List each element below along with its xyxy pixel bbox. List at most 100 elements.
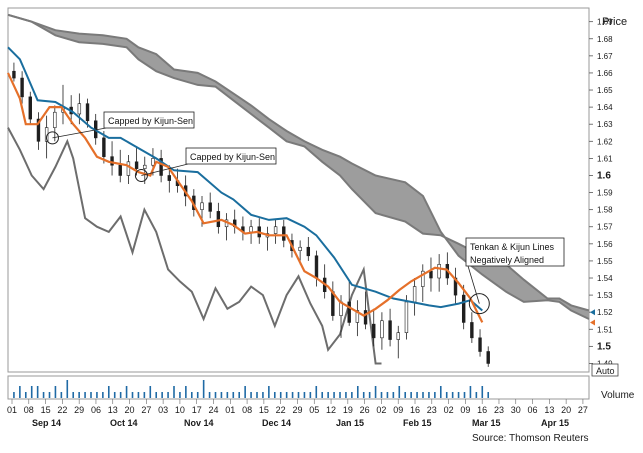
- candle-body: [249, 226, 253, 233]
- price-tick-label: 1.59: [597, 189, 613, 198]
- time-tick-label: 06: [91, 405, 101, 415]
- volume-bar: [445, 392, 448, 398]
- volume-bar: [220, 392, 223, 398]
- volume-bar: [232, 392, 235, 398]
- time-tick-label: 01: [7, 405, 17, 415]
- time-tick-label: 09: [393, 405, 403, 415]
- candle-body: [363, 310, 368, 325]
- volume-bar: [54, 386, 57, 398]
- volume-bar: [297, 392, 300, 398]
- volume-bar: [475, 392, 478, 398]
- price-axis-title: Price: [602, 16, 627, 28]
- volume-bar: [439, 386, 442, 398]
- volume-bar: [202, 380, 205, 398]
- volume-bar: [392, 392, 395, 398]
- price-tick-label: 1.69: [597, 18, 613, 27]
- time-tick-label: 19: [343, 405, 353, 415]
- annotation-text: Tenkan & Kijun Lines: [470, 242, 555, 252]
- candle: [28, 91, 32, 125]
- volume-bar: [36, 386, 39, 398]
- candle-body: [12, 70, 16, 79]
- volume-bar: [143, 392, 146, 398]
- volume-bar: [457, 392, 460, 398]
- volume-bar: [321, 392, 324, 398]
- price-tick-label: 1.52: [597, 308, 613, 317]
- annotation-leader: [141, 163, 189, 176]
- time-tick-label: 13: [544, 405, 554, 415]
- price-tick-label: 1.57: [597, 223, 613, 232]
- time-tick-label: 23: [427, 405, 437, 415]
- candle-body: [372, 323, 376, 339]
- candle-body: [355, 310, 360, 323]
- auto-scale-label[interactable]: Auto: [596, 366, 615, 376]
- volume-bar: [250, 392, 252, 398]
- price-tick-label: 1.66: [597, 69, 613, 78]
- volume-bar: [13, 392, 15, 398]
- time-tick-label: 03: [158, 405, 168, 415]
- candle-body: [273, 226, 278, 234]
- candle-body: [396, 332, 400, 340]
- volume-bar: [179, 392, 181, 398]
- month-label: Apr 15: [541, 418, 569, 428]
- volume-bar: [434, 392, 436, 398]
- candle: [208, 192, 212, 219]
- candle: [421, 264, 425, 302]
- volume-bar: [351, 392, 353, 398]
- time-tick-label: 27: [578, 405, 588, 415]
- last-value-marker: [590, 319, 595, 326]
- candle-body: [53, 111, 57, 128]
- time-tick-label: 30: [511, 405, 521, 415]
- price-tick-label: 1.68: [597, 35, 613, 44]
- volume-bar: [167, 392, 169, 398]
- annotation-box: [185, 147, 277, 165]
- series-senkou-span-b: [7, 13, 590, 320]
- price-tick-label: 1.58: [597, 206, 613, 215]
- candle: [355, 300, 360, 337]
- volume-bar: [119, 392, 122, 398]
- time-tick-label: 20: [125, 405, 135, 415]
- volume-bar: [173, 386, 175, 398]
- volume-bar: [190, 392, 193, 398]
- month-label: Mar 15: [472, 418, 501, 428]
- price-tick-label: 1.65: [597, 86, 613, 95]
- candle-body: [388, 320, 392, 340]
- annotation-marker: [45, 131, 59, 145]
- candle-body: [470, 322, 474, 339]
- candle: [461, 284, 466, 330]
- volume-bar: [90, 392, 92, 398]
- candle-body: [429, 270, 433, 279]
- volume-bar: [268, 386, 270, 398]
- annotation-text: Capped by Kijun-Sen: [108, 116, 193, 126]
- volume-bar: [463, 392, 466, 398]
- volume-bar: [356, 386, 359, 398]
- price-tick-label: 1.67: [597, 52, 613, 61]
- time-tick-label: 29: [74, 405, 84, 415]
- candle: [77, 93, 82, 125]
- time-tick-label: 06: [528, 405, 538, 415]
- month-label: Jan 15: [336, 418, 364, 428]
- time-tick-label: 22: [276, 405, 286, 415]
- candle-body: [380, 320, 384, 339]
- volume-bar: [416, 392, 418, 398]
- series-kijun-sen: [7, 46, 483, 312]
- auto-scale-button[interactable]: [591, 363, 619, 377]
- volume-bar: [291, 392, 294, 398]
- candle-body: [36, 118, 41, 142]
- price-tick-label: 1.5: [597, 341, 611, 352]
- annotation-text: Negatively Aligned: [470, 255, 544, 265]
- volume-bar: [196, 392, 199, 398]
- annotation-layer: Capped by Kijun-Sen Capped by Kijun-Sen Te…: [45, 111, 565, 315]
- volume-bar: [362, 392, 365, 398]
- candle: [306, 236, 311, 261]
- volume-bar: [410, 392, 412, 398]
- candle: [36, 112, 41, 150]
- time-tick-label: 09: [460, 405, 470, 415]
- volume-bar: [60, 392, 63, 398]
- price-plot-frame: [7, 7, 590, 373]
- volume-bar: [386, 392, 389, 398]
- volume-bar: [279, 392, 282, 398]
- candle: [118, 149, 122, 183]
- candle: [372, 308, 376, 347]
- price-tick-label: 1.55: [597, 257, 613, 266]
- annotation: Capped by Kijun-Sen: [45, 111, 195, 145]
